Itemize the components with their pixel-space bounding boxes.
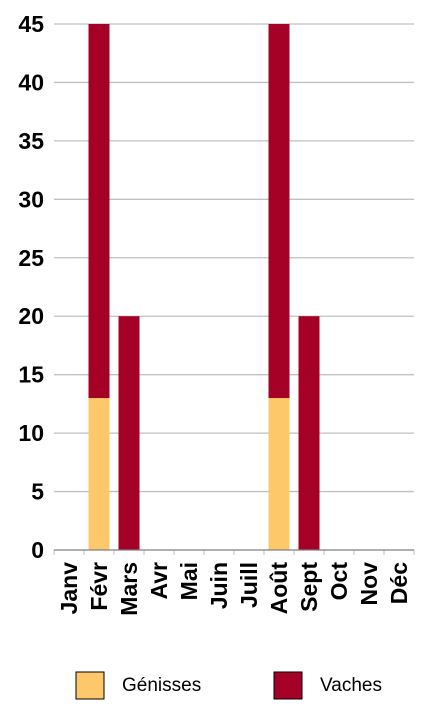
x-tick-label: Août [266, 562, 292, 615]
y-tick-label: 45 [18, 11, 44, 37]
x-tick-label: Mars [116, 562, 142, 616]
grid [53, 23, 415, 555]
y-tick-label: 5 [31, 479, 44, 505]
x-tick-label: Oct [326, 562, 352, 601]
bar-segment [88, 398, 110, 550]
x-tick-label: Juin [206, 562, 232, 609]
y-tick-label: 35 [18, 128, 44, 154]
y-tick-label: 25 [18, 245, 44, 271]
y-tick-label: 40 [18, 69, 44, 95]
x-tick-label: Nov [356, 562, 382, 606]
x-tick-label: Avr [146, 562, 172, 600]
y-tick-label: 10 [18, 420, 44, 446]
bar-segment [268, 24, 290, 399]
y-tick-label: 30 [18, 186, 44, 212]
legend-swatch [273, 671, 303, 700]
y-tick-label: 20 [18, 303, 44, 329]
x-tick-label: Janv [56, 562, 82, 615]
legend-swatch [75, 671, 105, 700]
legend-label: Génisses [122, 675, 201, 696]
x-tick-label: Juill [236, 562, 262, 608]
legend: Génisses Vaches [75, 671, 382, 700]
legend-label: Vaches [320, 675, 382, 696]
x-tick-labels: Janv Févr Mars Avr Mai Juin Juill Août Sept Oct No… [56, 562, 412, 616]
bar-segment [298, 316, 320, 550]
y-tick-label: 15 [18, 362, 44, 388]
x-tick-label: Mai [176, 562, 202, 600]
x-tick-label: Sept [296, 562, 322, 612]
y-tick-label: 0 [31, 537, 44, 563]
bar-segment [88, 24, 110, 399]
bar-segment [118, 316, 140, 550]
bars [88, 24, 320, 550]
x-tick-label: Déc [386, 562, 412, 604]
bar-segment [268, 398, 290, 550]
y-tick-labels: 0 5 10 15 20 25 30 35 40 45 [18, 11, 44, 563]
x-tick-label: Févr [86, 562, 112, 611]
